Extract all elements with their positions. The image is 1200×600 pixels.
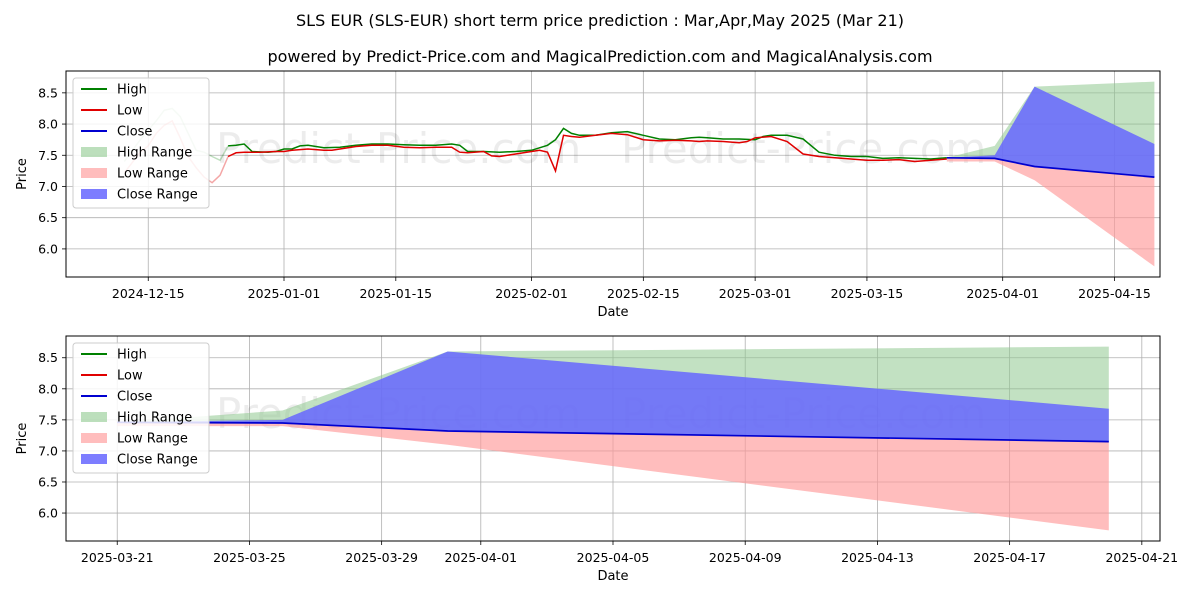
legend-high-range-swatch — [81, 147, 107, 157]
x-tick-label: 2025-03-29 — [345, 550, 418, 565]
x-tick-label: 2025-04-15 — [1078, 286, 1151, 301]
legend-close-range-swatch — [81, 454, 107, 464]
legend-high-range-label: High Range — [117, 146, 192, 161]
y-tick-label: 6.0 — [38, 506, 58, 521]
y-tick-label: 8.5 — [38, 85, 58, 100]
low-history-line — [227, 132, 947, 174]
chart-subtitle: powered by Predict-Price.com and Magical… — [267, 47, 932, 66]
legend-high-range-label: High Range — [117, 411, 192, 426]
plot-area — [66, 71, 1160, 277]
y-tick-label: 6.5 — [38, 474, 58, 489]
chart-title: SLS EUR (SLS-EUR) short term price predi… — [296, 11, 904, 30]
legend-low-range-label: Low Range — [117, 167, 188, 182]
x-tick-label: 2025-02-01 — [495, 286, 568, 301]
x-tick-label: 2025-04-13 — [841, 550, 914, 565]
legend-high-label: High — [117, 83, 147, 98]
watermark-text: Predict-Price.com — [621, 124, 986, 173]
legend-close-range-label: Close Range — [117, 453, 198, 468]
y-tick-label: 7.0 — [38, 443, 58, 458]
legend-close-label: Close — [117, 125, 152, 140]
watermark-text: Predict-Price.com — [216, 124, 581, 173]
x-tick-label: 2025-04-21 — [1105, 550, 1178, 565]
x-tick-label: 2025-03-15 — [831, 286, 904, 301]
legend-low-range-swatch — [81, 168, 107, 178]
x-tick-label: 2025-03-21 — [81, 550, 154, 565]
high-history-line — [228, 127, 947, 160]
x-tick-label: 2025-02-15 — [607, 286, 680, 301]
x-tick-label: 2025-04-09 — [709, 550, 782, 565]
x-tick-label: 2025-03-01 — [719, 286, 792, 301]
y-axis-label: Price — [15, 423, 30, 455]
legend-high-range-swatch — [81, 412, 107, 422]
y-tick-label: 7.5 — [38, 412, 58, 427]
legend-low-range-label: Low Range — [117, 432, 188, 447]
x-tick-label: 2025-04-01 — [444, 550, 517, 565]
low-range-area — [946, 157, 1155, 267]
x-tick-label: 2025-04-17 — [973, 550, 1046, 565]
close-forecast-line — [946, 156, 1155, 178]
y-tick-label: 6.0 — [38, 241, 58, 256]
legend-low-range-swatch — [81, 433, 107, 443]
bottom-forecast-panel: Predict-Price.comPredict-Price.com2025-0… — [15, 335, 1178, 584]
x-tick-label: 2024-12-15 — [112, 286, 185, 301]
close-range-area — [946, 86, 1155, 178]
legend-low-label: Low — [117, 104, 143, 119]
chart-legend: High Low Close High Range Low Range Close Ran… — [72, 77, 210, 209]
x-axis-label: Date — [597, 305, 628, 320]
x-tick-label: 2025-01-01 — [248, 286, 321, 301]
plot-frame — [65, 70, 1161, 278]
y-tick-label: 7.0 — [38, 179, 58, 194]
top-price-panel: Predict-Price.com Predict-Price.com 2024-1… — [15, 70, 1161, 320]
x-axis-label: Date — [597, 569, 628, 584]
y-tick-label: 8.0 — [38, 381, 58, 396]
low-range-area — [117, 422, 1109, 531]
legend-close-range-swatch — [81, 189, 107, 199]
y-tick-label: 6.5 — [38, 210, 58, 225]
legend-high-label: High — [117, 348, 147, 363]
y-axis-label: Price — [15, 158, 30, 190]
x-tick-label: 2025-04-05 — [577, 550, 650, 565]
x-tick-label: 2025-01-15 — [359, 286, 432, 301]
x-tick-label: 2025-04-01 — [966, 286, 1039, 301]
legend-close-range-label: Close Range — [117, 188, 198, 203]
y-tick-label: 7.5 — [38, 148, 58, 163]
y-tick-label: 8.0 — [38, 117, 58, 132]
x-tick-label: 2025-03-25 — [213, 550, 286, 565]
legend-close-label: Close — [117, 390, 152, 405]
legend-low-label: Low — [117, 369, 143, 384]
chart-legend: High Low Close High Range Low Range Close Ran… — [72, 342, 210, 474]
y-tick-label: 8.5 — [38, 350, 58, 365]
close-range-area — [117, 351, 1109, 442]
